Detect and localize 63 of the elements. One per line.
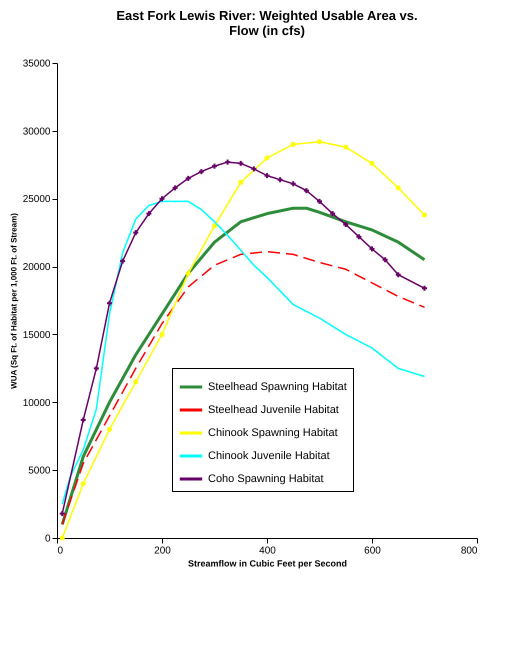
x-axis-title: Streamflow in Cubic Feet per Second <box>188 558 348 568</box>
y-tick-label: 20000 <box>22 262 51 274</box>
point <box>212 164 217 169</box>
point <box>133 230 138 236</box>
point <box>264 173 270 178</box>
y-tick-label: 35000 <box>22 58 51 70</box>
point <box>264 156 270 160</box>
point <box>146 211 152 216</box>
point <box>107 300 112 306</box>
point <box>94 366 99 371</box>
point <box>304 188 309 194</box>
point <box>198 169 204 174</box>
legend-label: Coho Spawning Habitat <box>208 473 324 485</box>
chart-title: East Fork Lewis River: Weighted Usable Area vs. Flow (in cfs) <box>116 8 418 38</box>
point <box>225 160 230 165</box>
point <box>186 270 191 276</box>
point <box>278 177 283 182</box>
y-tick-label: 25000 <box>22 194 51 206</box>
y-tick-label: 15000 <box>22 330 51 341</box>
point <box>422 286 427 291</box>
y-tick-label: 10000 <box>22 398 51 409</box>
point <box>80 417 86 422</box>
point <box>186 176 191 181</box>
point <box>238 180 244 185</box>
x-tick-label: 400 <box>259 546 276 556</box>
point <box>343 144 348 150</box>
y-tick-label: 5000 <box>28 466 51 477</box>
point <box>238 160 244 166</box>
point <box>422 212 427 218</box>
point <box>370 246 374 252</box>
point <box>317 198 322 204</box>
point <box>107 426 112 432</box>
point <box>356 234 362 240</box>
legend-label: Steelhead Juvenile Habitat <box>208 404 339 416</box>
x-tick-label: 200 <box>154 546 172 556</box>
point <box>212 223 217 228</box>
x-tick-label: 0 <box>58 546 64 556</box>
point <box>396 185 401 190</box>
point <box>80 481 86 486</box>
point <box>330 211 336 216</box>
y-tick-label: 0 <box>44 534 51 544</box>
point <box>290 142 296 147</box>
point <box>382 257 388 262</box>
legend-label: Chinook Spawning Habitat <box>208 427 338 439</box>
point <box>120 258 126 264</box>
point <box>60 536 65 540</box>
point <box>160 332 164 337</box>
x-tick-label: 800 <box>460 546 478 556</box>
point <box>160 196 164 202</box>
point <box>396 272 401 278</box>
point <box>251 166 256 172</box>
x-tick-label: 600 <box>364 546 382 556</box>
point <box>290 181 296 186</box>
point <box>370 160 374 166</box>
point <box>317 139 322 144</box>
point <box>60 511 65 516</box>
point <box>343 222 348 227</box>
point <box>172 185 178 190</box>
y-axis-title: WUA (Sq Ft. of Habitat per 1,000 Ft. of Stream) <box>10 212 19 389</box>
y-tick-label: 30000 <box>22 126 51 138</box>
point <box>133 379 138 384</box>
legend-label: Steelhead Spawning Habitat <box>208 381 347 393</box>
legend-label: Chinook Juvenile Habitat <box>208 450 330 462</box>
